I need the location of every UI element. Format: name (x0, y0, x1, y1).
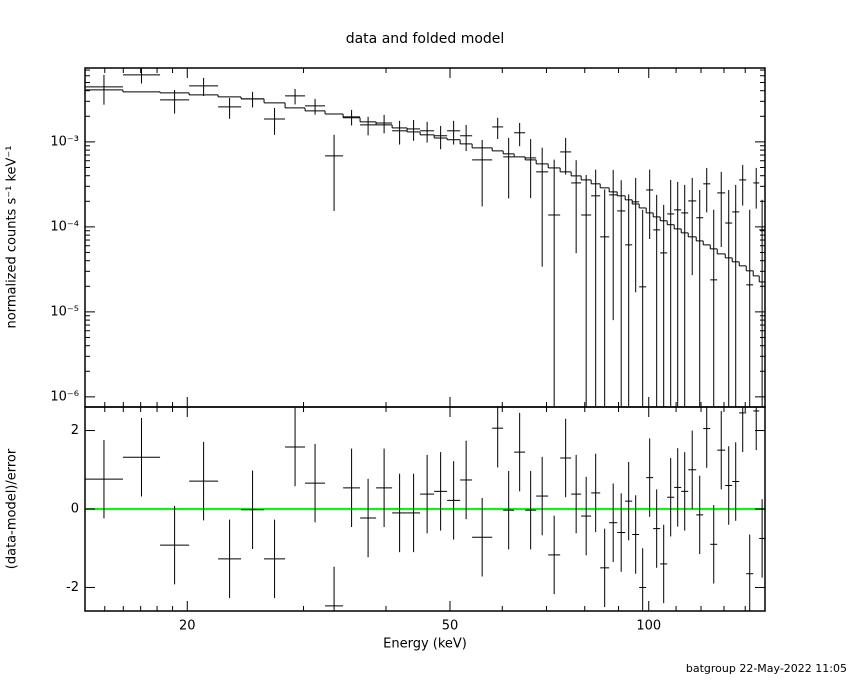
panel-frame (84, 67, 766, 408)
x-tick-label: 100 (636, 619, 661, 634)
residual-panel (85, 407, 765, 611)
y-tick-label: 10⁻⁵ (50, 304, 79, 319)
y-axis-label: normalized counts s⁻¹ keV⁻¹ (5, 146, 20, 329)
x-tick-label: 20 (179, 619, 196, 634)
x-tick-label: 50 (442, 619, 459, 634)
spectrum-panel (85, 68, 765, 407)
y-tick-label: 2 (71, 423, 79, 438)
axes: 10⁻⁶ 10⁻⁵ 10⁻⁴ 10⁻³ 20 50 100 -2 0 2 (50, 67, 766, 634)
footer: batgroup 22-May-2022 11:05 (686, 662, 847, 675)
x-axis-label: Energy (keV) (383, 637, 467, 652)
y-tick-label: 10⁻⁴ (50, 219, 79, 234)
chart-title: data and folded model (346, 31, 505, 47)
y-tick-label: 10⁻³ (50, 134, 79, 149)
y-tick-label: 10⁻⁶ (50, 389, 79, 404)
y-axis-label: (data-model)/error (5, 448, 20, 569)
y-tick-label: -2 (66, 580, 79, 595)
y-tick-label: 0 (71, 502, 79, 517)
